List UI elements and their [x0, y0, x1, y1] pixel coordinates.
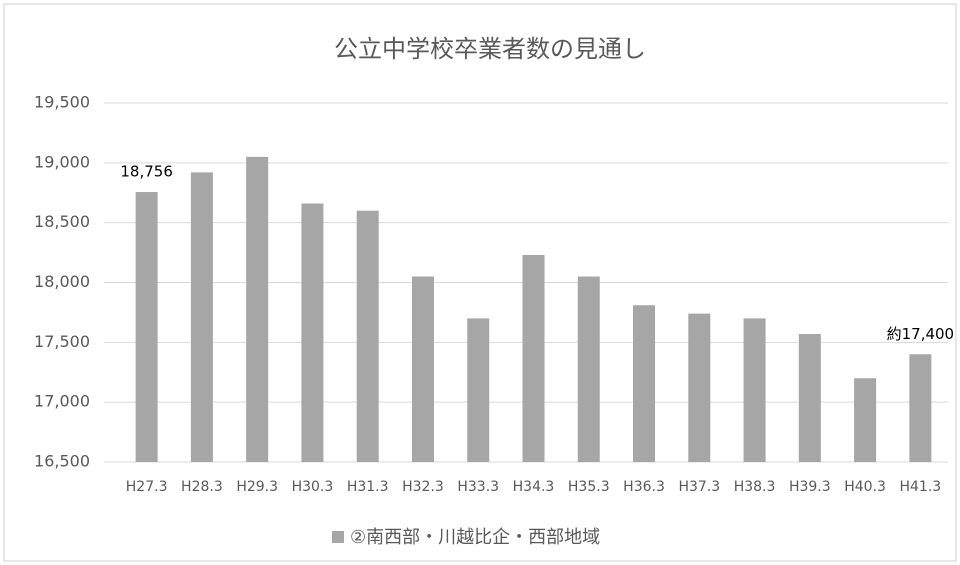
y-tick-label: 19,500: [34, 93, 90, 112]
bar: [854, 378, 877, 462]
bar: [356, 210, 379, 462]
bar: [246, 156, 269, 462]
x-tick-label: H32.3: [402, 479, 444, 495]
bar: [411, 276, 434, 462]
x-tick-label: H33.3: [457, 479, 499, 495]
x-tick-label: H31.3: [347, 479, 389, 495]
bar: [688, 313, 711, 462]
bar: [522, 254, 545, 462]
y-tick-label: 19,000: [34, 152, 90, 171]
y-tick-label: 16,500: [34, 452, 90, 471]
data-label: 約17,400: [887, 325, 955, 343]
y-tick-label: 17,000: [34, 392, 90, 411]
legend-swatch: [332, 531, 344, 543]
bar: [190, 172, 213, 462]
x-tick-label: H39.3: [789, 479, 831, 495]
x-tick-label: H41.3: [900, 479, 942, 495]
y-tick-label: 18,500: [34, 212, 90, 231]
chart-title: 公立中学校卒業者数の見通し: [334, 35, 646, 63]
x-tick-label: H29.3: [236, 479, 278, 495]
data-label: 18,756: [120, 163, 173, 181]
x-tick-label: H27.3: [126, 479, 168, 495]
bar: [743, 318, 766, 462]
legend-label: ②南西部・川越比企・西部地域: [350, 527, 600, 548]
x-tick-label: H38.3: [734, 479, 776, 495]
bar: [909, 354, 932, 462]
x-tick-label: H35.3: [568, 479, 610, 495]
x-tick-label: H36.3: [623, 479, 665, 495]
bar: [135, 192, 158, 463]
y-tick-label: 17,500: [34, 332, 90, 351]
x-tick-label: H30.3: [292, 479, 334, 495]
bar: [577, 276, 600, 462]
y-tick-label: 18,000: [34, 272, 90, 291]
x-tick-label: H34.3: [513, 479, 555, 495]
x-tick-label: H37.3: [678, 479, 720, 495]
bar: [467, 318, 490, 462]
bar: [301, 203, 324, 462]
x-tick-label: H40.3: [844, 479, 886, 495]
bar: [633, 305, 656, 462]
bar: [798, 333, 821, 462]
x-tick-label: H28.3: [181, 479, 223, 495]
